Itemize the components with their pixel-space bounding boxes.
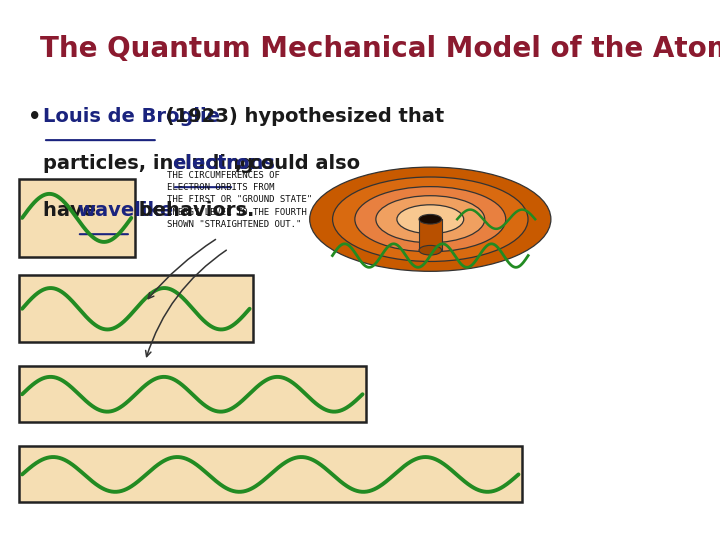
- Ellipse shape: [376, 195, 485, 243]
- Text: particles, including: particles, including: [43, 154, 261, 173]
- Bar: [19, 366, 366, 422]
- Ellipse shape: [333, 177, 528, 261]
- Ellipse shape: [355, 187, 505, 252]
- Text: electrons: electrons: [172, 154, 275, 173]
- Bar: [19, 179, 135, 256]
- Text: The Quantum Mechanical Model of the Atom: The Quantum Mechanical Model of the Atom: [40, 35, 720, 63]
- Text: behaviors.: behaviors.: [132, 201, 254, 220]
- Ellipse shape: [419, 245, 441, 255]
- Bar: [19, 447, 522, 503]
- Text: have: have: [43, 201, 103, 220]
- Text: wavelike: wavelike: [77, 201, 174, 220]
- Text: Louis de Broglie: Louis de Broglie: [43, 107, 220, 126]
- Text: (1923) hypothesized that: (1923) hypothesized that: [158, 107, 444, 126]
- Ellipse shape: [397, 205, 464, 234]
- Bar: [419, 219, 441, 250]
- Text: •: •: [28, 107, 42, 127]
- Text: THE CIRCUMFERENCES OF
ELECTRON ORBITS FROM
THE FIRST OR "GROUND STATE"
ENERGY LE: THE CIRCUMFERENCES OF ELECTRON ORBITS FR…: [167, 171, 312, 229]
- Ellipse shape: [419, 214, 441, 224]
- Bar: [19, 275, 253, 342]
- Text: , could also: , could also: [235, 154, 360, 173]
- Ellipse shape: [310, 167, 551, 271]
